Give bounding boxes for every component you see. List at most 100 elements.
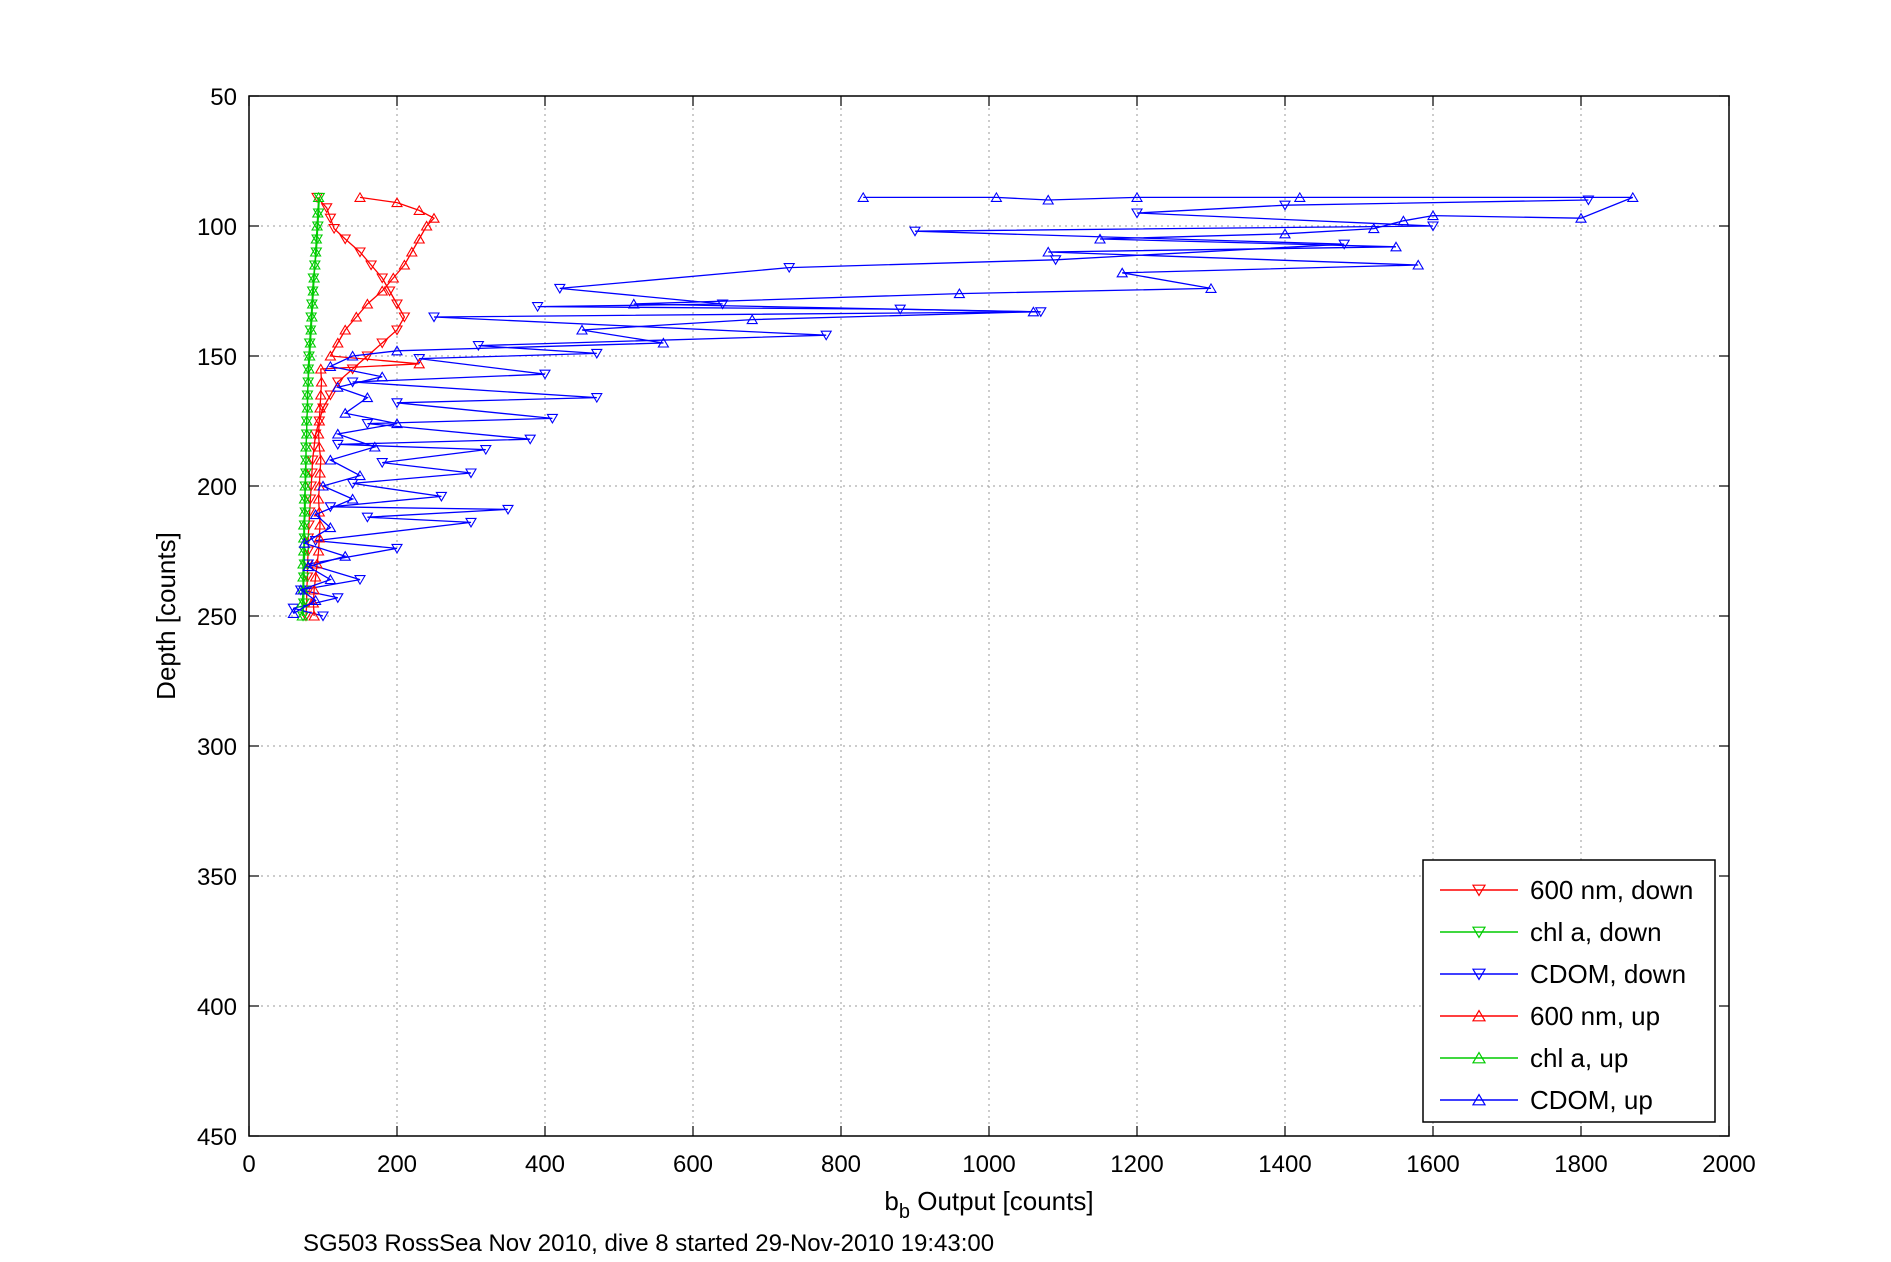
y-tick-label: 350 bbox=[197, 864, 237, 891]
data-point bbox=[1042, 246, 1055, 257]
legend-marker bbox=[1471, 1093, 1487, 1106]
data-point bbox=[324, 574, 337, 585]
legend-label: CDOM, down bbox=[1530, 959, 1686, 989]
series-3 bbox=[307, 191, 440, 621]
data-point bbox=[524, 434, 537, 445]
data-point bbox=[314, 402, 327, 413]
data-point bbox=[502, 504, 514, 515]
data-point bbox=[354, 191, 366, 202]
y-tick-label: 200 bbox=[197, 474, 237, 501]
data-point bbox=[590, 348, 603, 359]
series-line bbox=[293, 196, 1634, 614]
legend-marker bbox=[1471, 1009, 1487, 1022]
data-point bbox=[376, 458, 389, 469]
legend-marker bbox=[1471, 968, 1487, 981]
data-point bbox=[315, 376, 328, 387]
data-point bbox=[576, 324, 588, 335]
data-point bbox=[1094, 233, 1106, 244]
y-tick-label: 100 bbox=[197, 214, 237, 241]
data-point bbox=[307, 285, 320, 296]
data-point bbox=[324, 213, 337, 224]
data-point bbox=[365, 260, 378, 271]
data-point bbox=[308, 610, 321, 621]
data-point bbox=[391, 398, 403, 409]
data-point bbox=[314, 519, 327, 530]
data-point bbox=[1049, 255, 1062, 266]
data-point bbox=[354, 575, 366, 586]
data-point bbox=[361, 419, 374, 430]
data-point bbox=[339, 550, 352, 561]
data-point bbox=[300, 441, 312, 452]
series-5 bbox=[287, 191, 1639, 618]
legend-entry: 600 nm, down bbox=[1440, 875, 1693, 905]
data-point bbox=[1582, 195, 1595, 206]
data-point bbox=[328, 224, 341, 235]
data-point bbox=[368, 441, 381, 452]
data-point bbox=[309, 594, 322, 605]
data-point bbox=[746, 314, 759, 325]
data-point bbox=[346, 364, 359, 375]
data-point bbox=[294, 584, 307, 595]
data-point bbox=[297, 545, 310, 556]
data-point bbox=[296, 610, 309, 621]
data-point bbox=[331, 593, 344, 604]
data-point bbox=[300, 415, 313, 426]
data-point bbox=[298, 537, 311, 548]
data-point bbox=[1034, 307, 1047, 318]
data-point bbox=[320, 203, 333, 214]
data-point bbox=[317, 611, 329, 622]
data-point bbox=[317, 480, 329, 491]
data-point bbox=[301, 402, 314, 413]
data-point bbox=[413, 233, 426, 244]
data-point bbox=[627, 298, 640, 309]
data-point bbox=[306, 455, 319, 466]
data-point bbox=[1412, 259, 1425, 270]
x-tick-label: 1200 bbox=[1110, 1151, 1163, 1178]
data-point bbox=[1293, 191, 1306, 202]
data-point bbox=[297, 519, 310, 530]
data-point bbox=[361, 298, 374, 309]
data-point bbox=[361, 351, 374, 362]
data-point bbox=[1042, 194, 1055, 205]
x-axis-label: bb Output [counts] bbox=[884, 1186, 1093, 1223]
data-point bbox=[314, 363, 327, 374]
data-point bbox=[300, 428, 313, 439]
legend-label: chl a, down bbox=[1530, 917, 1662, 947]
data-point bbox=[324, 350, 337, 361]
data-point bbox=[297, 571, 309, 582]
x-tick-label: 1000 bbox=[962, 1151, 1015, 1178]
data-point bbox=[312, 545, 325, 556]
data-point bbox=[376, 371, 389, 382]
data-point bbox=[391, 345, 403, 356]
data-point bbox=[300, 454, 312, 465]
data-point bbox=[304, 337, 317, 348]
data-point bbox=[1027, 306, 1040, 317]
data-point bbox=[539, 369, 551, 380]
data-point bbox=[428, 312, 440, 323]
data-point bbox=[716, 299, 729, 310]
legend-entry: chl a, up bbox=[1440, 1043, 1628, 1073]
data-point bbox=[820, 330, 833, 341]
x-tick-label: 400 bbox=[525, 1151, 565, 1178]
data-point bbox=[339, 407, 352, 418]
data-point bbox=[312, 493, 325, 504]
legend-marker bbox=[1471, 1051, 1487, 1064]
data-point bbox=[435, 491, 448, 502]
y-tick-label: 400 bbox=[197, 994, 237, 1021]
data-point bbox=[309, 509, 322, 520]
data-point bbox=[314, 467, 327, 478]
legend-marker bbox=[1471, 884, 1487, 897]
data-point bbox=[1116, 267, 1129, 278]
data-point bbox=[331, 439, 344, 450]
data-point bbox=[331, 428, 344, 439]
data-point bbox=[376, 338, 389, 349]
data-point bbox=[287, 603, 300, 614]
data-point bbox=[465, 517, 477, 528]
data-point bbox=[1338, 239, 1351, 250]
data-point bbox=[590, 393, 603, 404]
data-point bbox=[312, 191, 325, 202]
data-point bbox=[308, 584, 321, 595]
y-tick-label: 450 bbox=[197, 1124, 237, 1151]
data-point bbox=[305, 468, 318, 479]
